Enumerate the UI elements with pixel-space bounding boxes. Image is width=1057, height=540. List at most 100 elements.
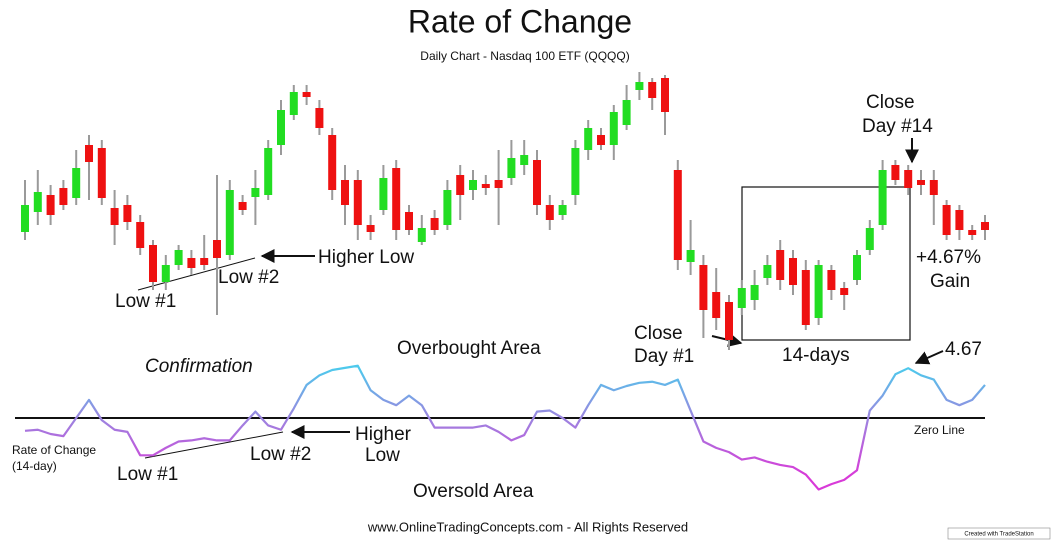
- candle-body: [942, 205, 951, 235]
- candle-body: [622, 100, 631, 125]
- candle-body: [328, 135, 337, 190]
- candle-body: [187, 258, 196, 268]
- candle-body: [686, 250, 695, 262]
- candle-body: [789, 258, 797, 285]
- candle-body: [392, 168, 401, 230]
- annotation: +4.67%: [916, 247, 981, 268]
- footer: www.OnlineTradingConcepts.com - All Righ…: [367, 519, 688, 534]
- candle-body: [72, 168, 81, 198]
- candle-body: [571, 148, 580, 195]
- candle-body: [21, 205, 29, 232]
- arrow: [914, 350, 944, 365]
- candle-body: [149, 245, 157, 282]
- candle-body: [97, 148, 106, 198]
- candle-body: [520, 155, 529, 165]
- candle-body: [904, 170, 913, 188]
- candle-body: [417, 228, 426, 242]
- candle-body: [430, 218, 439, 230]
- candle-body: [737, 288, 746, 308]
- data-label: 4.67: [945, 339, 982, 360]
- annotation: Gain: [930, 271, 970, 292]
- candle-body: [891, 165, 900, 180]
- candle-body: [353, 180, 362, 225]
- candle-body: [597, 135, 605, 145]
- trend-line: [144, 431, 284, 459]
- candle-body: [814, 265, 823, 318]
- candle-body: [635, 82, 644, 90]
- annotation: Low #1: [117, 464, 178, 485]
- annotation: Day #1: [634, 346, 694, 367]
- candle-body: [609, 112, 618, 145]
- candle-body: [981, 222, 989, 230]
- candle-body: [533, 160, 541, 205]
- candle-body: [840, 288, 849, 295]
- period-box: [741, 186, 911, 341]
- candle-body: [110, 208, 119, 225]
- annotation: Confirmation: [145, 356, 253, 377]
- annotation: Higher Low: [318, 247, 414, 268]
- annotation-shapes: [137, 138, 944, 459]
- roc-line: [24, 364, 986, 491]
- annotation: Close: [634, 323, 683, 344]
- candle-body: [302, 92, 311, 97]
- candle-body: [379, 178, 388, 210]
- candle-body: [712, 292, 721, 318]
- candle-body: [661, 78, 669, 112]
- candle-body: [494, 180, 503, 188]
- candle-body: [136, 222, 145, 248]
- annotation: Low #2: [218, 267, 279, 288]
- candle-body: [865, 228, 874, 250]
- candle-body: [878, 170, 887, 225]
- annotation: Low: [365, 445, 400, 466]
- candle-body: [801, 270, 810, 325]
- candle-body: [366, 225, 375, 232]
- candle-body: [174, 250, 183, 265]
- trend-line: [137, 257, 256, 291]
- annotation: Day #14: [862, 116, 933, 137]
- candle-body: [85, 145, 93, 162]
- candle-body: [289, 92, 298, 115]
- candle-body: [213, 240, 221, 258]
- candle-body: [33, 192, 42, 212]
- annotation: Low #2: [250, 444, 311, 465]
- candle-body: [123, 205, 132, 222]
- candle-body: [917, 180, 925, 185]
- legend-label: (14-day): [12, 459, 57, 473]
- badge: Created with TradeStation: [964, 532, 1033, 538]
- candle-body: [776, 250, 785, 280]
- candle-body: [238, 202, 247, 210]
- candle-body: [59, 188, 68, 205]
- candle-body: [725, 302, 733, 340]
- candle-body: [315, 108, 324, 128]
- candle-body: [558, 205, 567, 215]
- chart-subtitle: Daily Chart - Nasdaq 100 ETF (QQQQ): [420, 49, 629, 63]
- legend-label: Rate of Change: [12, 443, 96, 457]
- candle-body: [699, 265, 708, 310]
- candle-body: [545, 205, 554, 220]
- annotation: Low #1: [115, 291, 176, 312]
- candle-body: [161, 265, 170, 282]
- zero-line-label: Zero Line: [914, 423, 965, 437]
- candle-body: [481, 184, 490, 188]
- candle-body: [341, 180, 349, 205]
- candle-body: [405, 212, 413, 230]
- candle-body: [456, 175, 465, 195]
- annotation: Close: [866, 92, 915, 113]
- candle-body: [584, 128, 593, 150]
- candle-body: [648, 82, 657, 98]
- badge-box: [947, 527, 1051, 540]
- candle-body: [46, 195, 55, 215]
- candle-body: [507, 158, 516, 178]
- candle-body: [827, 270, 836, 290]
- candle-body: [200, 258, 209, 265]
- candle-body: [443, 190, 452, 225]
- candle-body: [750, 285, 759, 300]
- candle-body: [225, 190, 234, 255]
- candle-body: [469, 180, 477, 190]
- candle-body: [277, 110, 285, 145]
- candle-body: [673, 170, 682, 260]
- annotation: 14-days: [782, 345, 850, 366]
- annotation: Oversold Area: [413, 481, 534, 502]
- candle-body: [929, 180, 938, 195]
